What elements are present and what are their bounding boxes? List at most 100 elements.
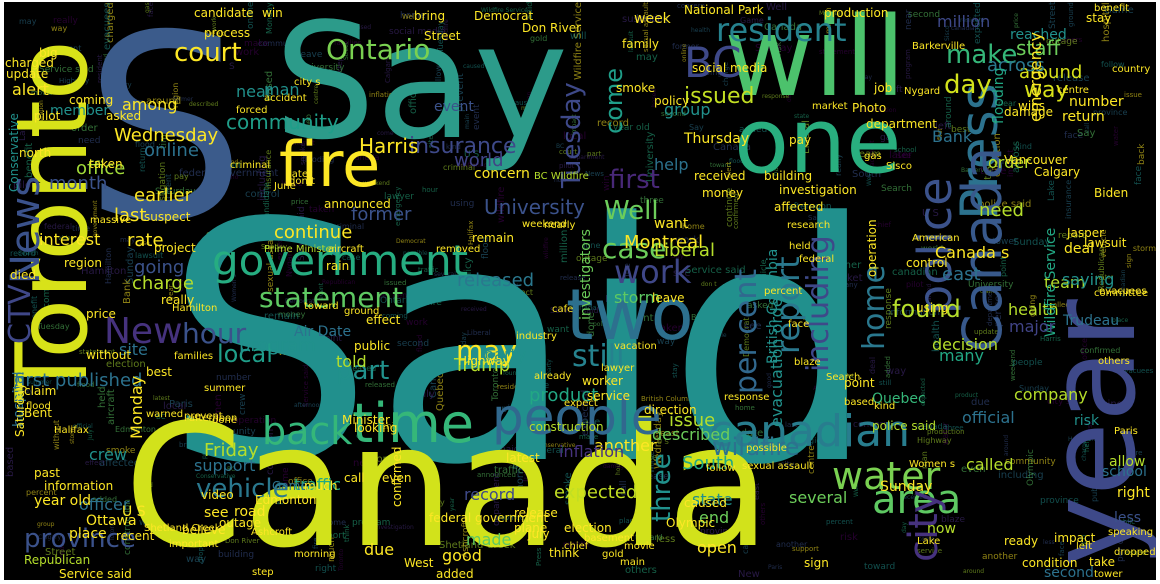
- word-second: second: [1044, 565, 1094, 580]
- background-word: based: [5, 446, 16, 477]
- word-chief: chief: [564, 541, 589, 552]
- word-halifax: Halifax: [54, 425, 89, 436]
- background-word: ground: [1067, 2, 1075, 27]
- background-word: possible: [702, 332, 727, 339]
- word-new: New: [104, 311, 183, 352]
- background-word: Well: [402, 13, 417, 21]
- background-word: outage: [1046, 37, 1078, 47]
- background-word: province: [700, 527, 739, 537]
- word-gas: gas: [864, 151, 882, 162]
- word-charged: charged: [5, 56, 54, 70]
- word-company: company: [1014, 385, 1088, 404]
- word-released: released: [457, 270, 535, 291]
- background-word: concern: [853, 420, 889, 430]
- background-word: second: [908, 10, 941, 20]
- background-word: way: [51, 24, 68, 33]
- word-evacuees: evacuees: [1099, 286, 1147, 297]
- background-word: public: [1114, 518, 1136, 526]
- background-word: fire: [1131, 449, 1143, 457]
- background-word: province: [1040, 496, 1079, 506]
- background-word: report: [1058, 231, 1086, 241]
- background-word: Say: [689, 123, 704, 132]
- word-weekend: weekend: [522, 219, 567, 230]
- word-reached: reached: [1010, 27, 1067, 43]
- background-word: risk: [840, 532, 858, 543]
- background-word: province: [758, 285, 802, 296]
- background-word: insurance: [230, 446, 260, 453]
- word-order: order: [988, 153, 1031, 172]
- word-come: come: [600, 67, 628, 134]
- word-street: Street: [424, 29, 461, 43]
- word-centre: centre: [1057, 85, 1089, 96]
- background-word: Ashcroft: [286, 139, 315, 147]
- word-year-old: year old: [34, 493, 92, 509]
- background-word: case: [342, 253, 361, 262]
- word-response: response: [724, 392, 770, 403]
- background-word: case: [136, 240, 150, 247]
- background-word: Democrat: [396, 238, 426, 245]
- word-issue: issue: [669, 410, 716, 431]
- background-word: movie: [31, 89, 53, 97]
- word-candidate: candidate: [194, 6, 254, 20]
- background-word: city s: [706, 427, 730, 437]
- background-word: American: [813, 385, 842, 392]
- word-hamilton: Hamilton: [172, 303, 218, 314]
- background-word: Say: [1077, 128, 1096, 139]
- word-toward: toward: [304, 301, 339, 312]
- background-word: less: [1043, 539, 1055, 546]
- word-pay: pay: [789, 133, 812, 147]
- word-country: country: [1112, 64, 1151, 75]
- word-group: group: [664, 100, 711, 119]
- background-word: Don River: [225, 537, 260, 545]
- word-flood: flood: [26, 401, 51, 412]
- background-word: found: [503, 370, 521, 377]
- background-word: left: [888, 85, 903, 95]
- background-word: Saturday: [155, 187, 196, 197]
- background-word: home: [400, 11, 426, 21]
- word-federal: federal: [799, 254, 835, 265]
- background-word: Canada: [349, 153, 380, 162]
- background-word: fire: [331, 419, 345, 428]
- background-word: coming: [382, 312, 408, 320]
- word-traffic: traffic: [294, 475, 341, 494]
- word-summer: summer: [204, 383, 246, 394]
- background-word: three: [640, 196, 664, 206]
- background-word: U S: [464, 150, 480, 160]
- background-word: video: [58, 235, 75, 242]
- word-local: local: [217, 340, 273, 368]
- word-department: department: [866, 117, 937, 131]
- word-taken: taken: [89, 157, 123, 171]
- word-one: one: [734, 89, 902, 194]
- background-word: criminal: [332, 222, 365, 231]
- background-word: percent: [826, 518, 853, 526]
- background-word: see: [744, 321, 762, 332]
- background-word: others: [1060, 36, 1083, 44]
- background-word: Harris: [605, 294, 635, 305]
- background-word: nearly: [353, 458, 385, 469]
- background-word: work: [675, 235, 700, 246]
- background-word: Canada: [764, 22, 803, 33]
- word-day: day: [944, 70, 992, 100]
- word-dont: don t: [289, 176, 315, 187]
- background-word: insurance: [1064, 179, 1073, 219]
- background-word: program: [904, 49, 912, 79]
- background-word: place: [1112, 317, 1129, 324]
- word-ready: ready: [1004, 534, 1039, 548]
- background-word: three: [945, 424, 964, 432]
- word-asked: asked: [106, 109, 142, 123]
- word-support: support: [194, 456, 256, 475]
- word-market: market: [812, 101, 848, 112]
- background-word: toward: [710, 162, 731, 169]
- background-word: BC: [156, 413, 166, 421]
- word-another: another: [594, 436, 657, 455]
- background-word: cafe: [530, 381, 550, 391]
- word-percent-small: percent: [764, 286, 803, 297]
- word-video: video: [201, 488, 234, 502]
- word-number: number: [1069, 94, 1124, 110]
- word-suspect: suspect: [144, 210, 191, 224]
- background-word: possible: [403, 250, 428, 257]
- background-word: Sunday: [261, 243, 288, 251]
- background-word: month: [563, 540, 589, 549]
- background-word: school: [894, 146, 917, 154]
- background-word: time: [72, 224, 91, 233]
